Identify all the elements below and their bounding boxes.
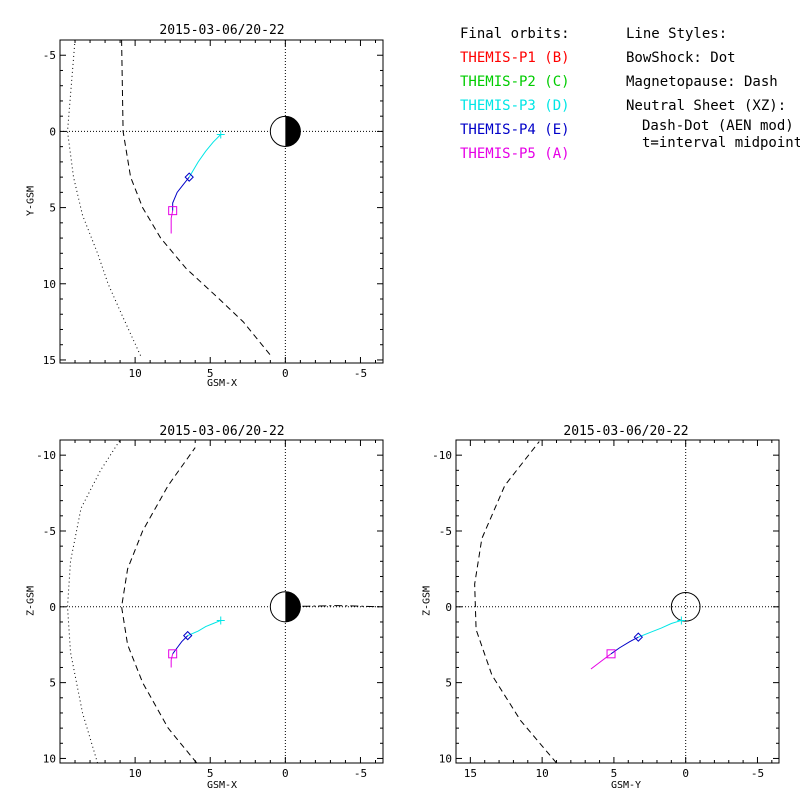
- y-axis-label-xy: Y-GSM: [25, 185, 37, 217]
- orbit-marker-square: [168, 206, 178, 216]
- earth-night-side: [285, 591, 301, 622]
- x-tick-label: 5: [207, 767, 214, 780]
- x-tick-label: 0: [282, 367, 289, 380]
- orbit-series-1: [172, 635, 189, 655]
- line-style-magnetopause: Magnetopause: Dash: [626, 74, 778, 90]
- x-tick-label: 10: [128, 767, 141, 780]
- line-style-neutral-sheet-model: Dash-Dot (AEN mod): [642, 118, 794, 134]
- x-axis-label-xy: GSM-X: [206, 378, 238, 389]
- y-tick-label: -5: [43, 49, 56, 62]
- x-tick-label: 15: [464, 767, 477, 780]
- y-tick-label: 5: [49, 202, 56, 215]
- orbit-series-1: [172, 176, 190, 211]
- legend-entry-p4: THEMIS-P4 (E): [460, 122, 570, 138]
- y-tick-label: 10: [439, 752, 452, 765]
- legend-entry-p1: THEMIS-P1 (B): [460, 50, 570, 66]
- legend-entry-p2: THEMIS-P2 (C): [460, 74, 570, 90]
- orbit-marker-plus: [216, 130, 225, 139]
- plot-area-xz: [60, 440, 383, 763]
- boundary-dot-1: [67, 40, 142, 358]
- y-tick-label: -5: [439, 525, 452, 538]
- line-style-neutral-sheet-time: t=interval midpoint: [642, 135, 800, 151]
- orbit-marker-diamond: [182, 630, 193, 641]
- plot-frame-yz: [455, 439, 780, 764]
- y-tick-label: 0: [49, 125, 56, 138]
- plot-area-xy: [60, 40, 383, 363]
- y-tick-label: -10: [432, 449, 452, 462]
- y-axis-label-yz: Z-GSM: [421, 585, 433, 617]
- x-axis-label-xz: GSM-X: [206, 780, 238, 791]
- orbit-legend-title: Final orbits:: [460, 26, 570, 42]
- x-axis-label-yz: GSM-Y: [610, 780, 642, 791]
- boundary-dot-1: [67, 440, 121, 763]
- plot-title-xy: 2015-03-06/20-22: [159, 23, 285, 38]
- x-tick-label: -5: [354, 367, 367, 380]
- orbit-marker-plus: [677, 616, 686, 625]
- x-tick-label: 5: [207, 367, 214, 380]
- plot-xz: 10 5 0 -5 10 5 0 -5 -10: [36, 439, 384, 780]
- orbit-series-0: [188, 134, 222, 178]
- orbit-marker-diamond: [184, 172, 194, 182]
- orbit-series-0: [187, 619, 221, 637]
- boundary-dash-0: [474, 441, 557, 763]
- plot-title-yz: 2015-03-06/20-22: [563, 424, 689, 439]
- x-tick-label: 0: [682, 767, 689, 780]
- y-tick-label: 10: [43, 752, 56, 765]
- x-tick-label: -5: [751, 767, 764, 780]
- orbit-marker-diamond: [633, 632, 644, 642]
- orbit-series-2: [170, 653, 174, 668]
- x-tick-label: 10: [128, 367, 141, 380]
- y-tick-label: -10: [36, 449, 56, 462]
- plot-area-yz: [456, 440, 779, 763]
- y-tick-label: 5: [445, 677, 452, 690]
- y-tick-label: 0: [49, 601, 56, 614]
- y-tick-label: 10: [43, 278, 56, 291]
- y-tick-label: -5: [43, 525, 56, 538]
- line-style-neutral-sheet: Neutral Sheet (XZ):: [626, 98, 787, 114]
- orbit-series-2: [170, 210, 174, 234]
- orbit-series-0: [638, 619, 682, 638]
- boundary-dash-0: [121, 40, 273, 358]
- x-tick-label: -5: [354, 767, 367, 780]
- x-tick-label: 10: [536, 767, 549, 780]
- orbit-series-2: [590, 653, 612, 670]
- plot-xy: 10 5 0 -5 -5 0 5 10 15: [43, 39, 384, 380]
- line-style-legend: Line Styles: BowShock: Dot Magnetopause:…: [626, 22, 800, 152]
- y-tick-label: 5: [49, 677, 56, 690]
- earth-icon: [670, 591, 701, 622]
- boundary-dash-0: [121, 447, 198, 763]
- x-tick-label: 5: [611, 767, 618, 780]
- y-axis-label-xz: Z-GSM: [25, 585, 37, 617]
- plot-frame-xy: [59, 39, 384, 364]
- earth-night-side: [285, 116, 301, 147]
- legend-entry-p3: THEMIS-P3 (D): [460, 98, 570, 114]
- orbit-marker-plus: [216, 616, 225, 625]
- plot-yz: 15 10 5 0 -5 10 5 0 -5 -10: [432, 439, 780, 780]
- x-tick-label: 0: [282, 767, 289, 780]
- plot-frame-xz: [59, 439, 384, 764]
- line-style-title: Line Styles:: [626, 26, 728, 42]
- plot-title-xz: 2015-03-06/20-22: [159, 424, 285, 439]
- y-tick-label: 0: [445, 601, 452, 614]
- line-style-bowshock: BowShock: Dot: [626, 50, 736, 66]
- legend-entry-p5: THEMIS-P5 (A): [460, 146, 570, 162]
- orbit-marker-square: [168, 649, 178, 659]
- orbit-marker-square: [606, 649, 616, 659]
- orbit-legend: Final orbits: THEMIS-P1 (B) THEMIS-P2 (C…: [460, 22, 570, 166]
- y-tick-label: 15: [43, 354, 56, 367]
